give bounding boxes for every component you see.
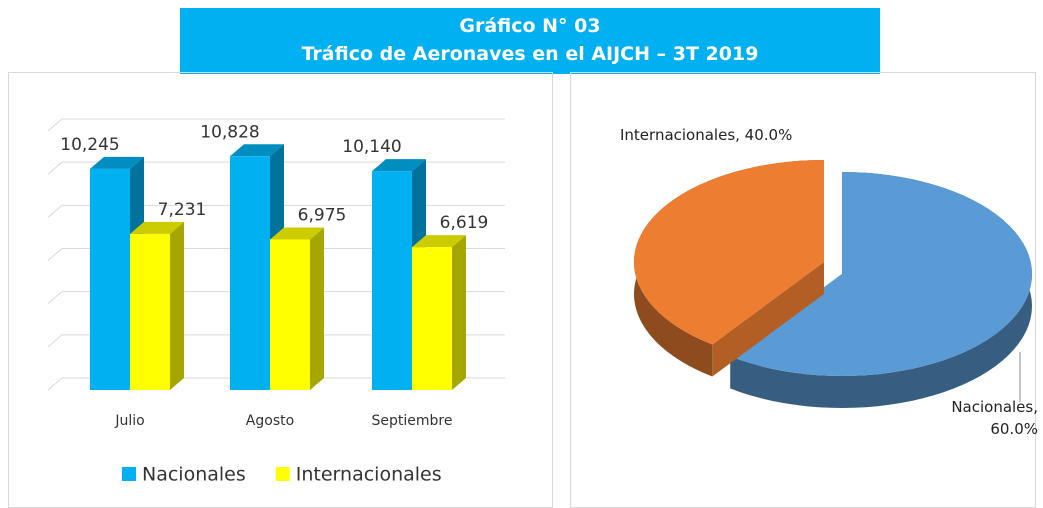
header: Gráfico N° 03 Tráfico de Aeronaves en el… <box>180 8 880 74</box>
bar <box>130 233 170 390</box>
bar-side <box>310 227 324 390</box>
header-title: Gráfico N° 03 <box>459 15 601 37</box>
data-label: 10,828 <box>200 122 259 142</box>
legend-label: Nacionales <box>142 464 246 486</box>
x-tick-label: Agosto <box>246 413 294 429</box>
grid-line <box>47 334 505 348</box>
legend-swatch <box>275 467 290 481</box>
pie-slice <box>634 160 824 345</box>
pie-slice <box>730 172 1032 376</box>
bar <box>270 239 310 390</box>
data-label: 6,975 <box>298 205 347 225</box>
data-label: 6,619 <box>440 213 489 233</box>
data-label: 10,245 <box>60 135 119 155</box>
grid-line <box>47 204 505 218</box>
bar-side <box>170 221 184 390</box>
data-label: 7,231 <box>158 200 207 220</box>
grid-line <box>47 291 505 305</box>
bar-side <box>452 235 466 390</box>
legend-swatch <box>122 467 136 481</box>
legend-label: Internacionales <box>296 464 442 486</box>
grid-line <box>47 248 505 261</box>
grid-line <box>47 118 505 132</box>
bar <box>90 168 130 390</box>
bar-top <box>230 144 284 157</box>
slice-side <box>712 262 824 377</box>
slice-side <box>730 172 1032 408</box>
bar-top <box>90 156 144 169</box>
x-tick-label: Julio <box>114 413 144 429</box>
bar-top <box>130 221 184 234</box>
grid-line <box>47 377 505 391</box>
bar <box>412 247 452 390</box>
header-subtitle: Tráfico de Aeronaves en el AIJCH – 3T 20… <box>301 43 759 65</box>
data-label: 10,140 <box>342 137 401 157</box>
bar-top <box>372 159 426 172</box>
bar <box>230 156 270 390</box>
bar-top <box>412 235 466 248</box>
pie-label: Internacionales, 40.0% <box>620 126 793 144</box>
bar-top <box>270 227 324 240</box>
x-tick-label: Septiembre <box>372 413 453 429</box>
bar <box>372 171 412 390</box>
pie-label: Nacionales, 60.0% <box>951 398 1038 438</box>
grid-line <box>47 161 505 175</box>
